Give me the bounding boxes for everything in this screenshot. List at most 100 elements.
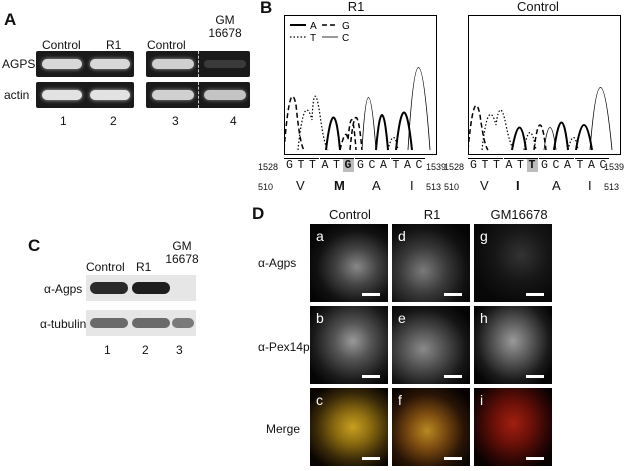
- micrograph-tile: f: [392, 388, 470, 466]
- chromatogram-frame: [468, 15, 621, 155]
- lane-label: Control: [86, 260, 125, 274]
- base-letter: C: [413, 158, 425, 172]
- lane-label: R1: [106, 38, 122, 52]
- row-label: α-Agps: [258, 256, 297, 270]
- seq-start-pos: 1528: [258, 162, 279, 172]
- base-letter: G: [342, 158, 354, 172]
- micrograph-tile: h: [474, 306, 552, 384]
- blot-band: [90, 318, 128, 328]
- legend-c-text: C: [342, 33, 349, 44]
- column-header: GM16678: [490, 207, 548, 222]
- micrograph-tile: a: [310, 224, 388, 302]
- trace-c: [407, 67, 431, 151]
- codon-end: 513: [426, 182, 442, 192]
- tile-letter: i: [480, 392, 484, 408]
- chromatogram-title-control: Control: [517, 0, 559, 14]
- lane-label: Control: [42, 38, 81, 52]
- amino-acid: V: [296, 178, 305, 193]
- row-label: actin: [4, 88, 30, 102]
- amino-acid-mutant: I: [516, 178, 520, 193]
- tile-letter: h: [480, 310, 488, 326]
- lane-number: 1: [104, 343, 111, 357]
- amino-acid: V: [480, 178, 489, 193]
- chromatogram-r1: A G T C: [284, 15, 437, 155]
- micrograph-tile: c: [310, 388, 388, 466]
- seq-start-pos: 1528: [444, 162, 465, 172]
- trace-a: [575, 124, 593, 151]
- row-label: α-tubulin: [40, 317, 87, 331]
- base-letter: T: [515, 158, 527, 172]
- lane-label-gm: GM 16678: [208, 13, 242, 40]
- amino-acid: I: [410, 178, 414, 193]
- scale-bar: [444, 457, 462, 460]
- scale-bar: [362, 293, 380, 296]
- tile-letter: b: [316, 310, 324, 326]
- trace-g: [284, 95, 305, 151]
- gel-actin-left: [36, 82, 134, 108]
- trace-t: [567, 136, 579, 151]
- chromatogram-title-r1: R1: [347, 0, 365, 14]
- micrograph-tile: i: [474, 388, 552, 466]
- base-letter: G: [355, 158, 367, 172]
- base-letter: A: [378, 158, 390, 172]
- blot-band: [132, 318, 170, 328]
- blot-band: [132, 282, 170, 294]
- base-letter: C: [366, 158, 378, 172]
- trace-g: [339, 119, 357, 151]
- trace-a: [553, 121, 569, 151]
- micrograph-tile: e: [392, 306, 470, 384]
- base-letter: G: [539, 158, 551, 172]
- trace-g: [468, 104, 489, 151]
- row-label: Merge: [266, 422, 301, 436]
- row-label: AGPS: [2, 57, 36, 71]
- base-letter: T: [479, 158, 491, 172]
- legend-t-text: T: [310, 33, 316, 44]
- gel-band: [90, 90, 130, 100]
- trace-c: [589, 87, 613, 151]
- base-letter: A: [319, 158, 331, 172]
- column-header: R1: [423, 207, 441, 222]
- tile-letter: d: [398, 228, 406, 244]
- base-letter: G: [468, 158, 480, 172]
- amino-acid: A: [372, 178, 381, 193]
- base-letter: T: [307, 158, 319, 172]
- gel-band: [152, 90, 194, 100]
- gel-band: [204, 90, 246, 100]
- base-letter: C: [597, 158, 609, 172]
- column-header: Control: [329, 207, 371, 222]
- legend-a-text: A: [310, 21, 317, 32]
- base-letter: T: [574, 158, 586, 172]
- micrograph-tile: g: [474, 224, 552, 302]
- chromatogram-control: [468, 15, 621, 155]
- lane-divider: [198, 82, 199, 108]
- tile-letter: g: [480, 228, 488, 244]
- scale-bar: [362, 457, 380, 460]
- scale-bar: [526, 293, 544, 296]
- row-label: α-Agps: [44, 282, 83, 296]
- micrograph-tile: d: [392, 224, 470, 302]
- trace-a: [325, 116, 341, 151]
- trace-t: [481, 109, 515, 151]
- amino-acid: I: [588, 178, 592, 193]
- panel-a-label: A: [4, 10, 17, 29]
- lane-label-gm: GM 16678: [165, 239, 199, 266]
- trace-g: [349, 116, 363, 151]
- scale-bar: [362, 375, 380, 378]
- base-letter: A: [586, 158, 598, 172]
- codon-start: 510: [258, 182, 274, 192]
- scale-bar: [444, 375, 462, 378]
- blot-tubulin: [86, 310, 196, 336]
- trace-t: [387, 136, 399, 151]
- lane-label: Control: [147, 38, 186, 52]
- blot-band: [90, 282, 128, 294]
- panel-c-label: C: [28, 236, 41, 255]
- chromatogram-frame: [284, 15, 437, 155]
- gel-band: [152, 59, 194, 69]
- lane-number: 2: [110, 114, 117, 128]
- amino-acid-mutant: M: [334, 178, 345, 193]
- base-letter: T: [526, 158, 538, 172]
